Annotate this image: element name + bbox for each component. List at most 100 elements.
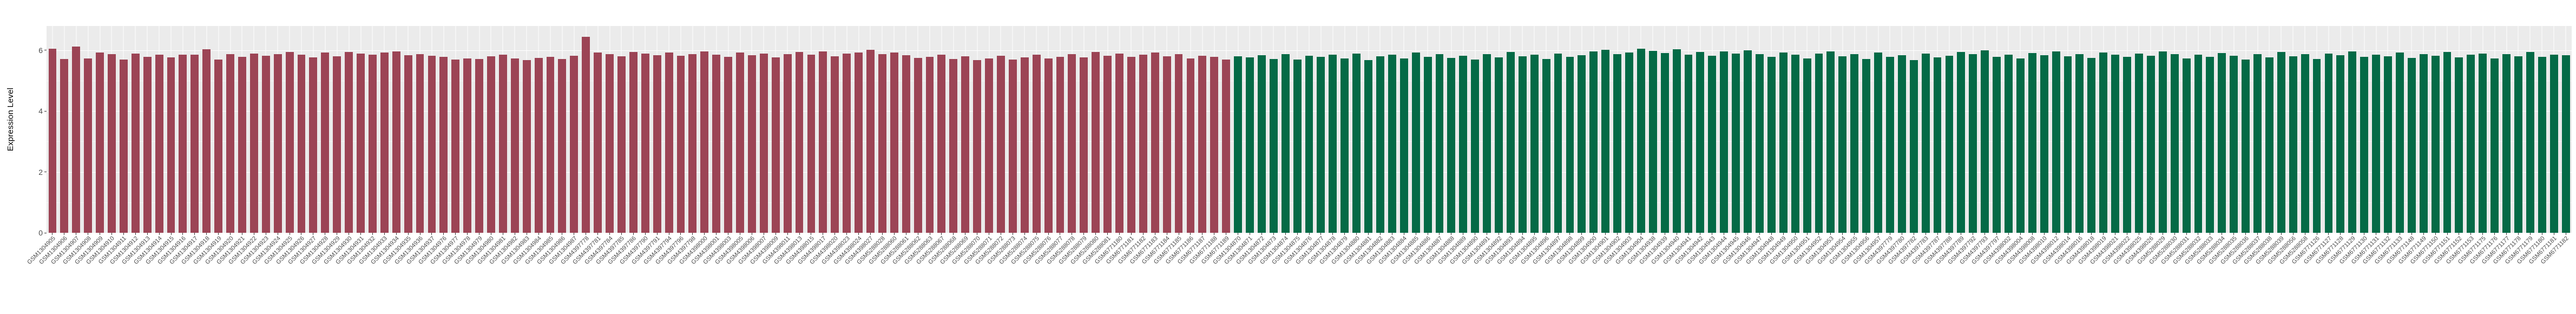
bar[interactable]	[1447, 58, 1456, 233]
bar[interactable]	[404, 55, 412, 233]
bar[interactable]	[1578, 55, 1586, 233]
bar[interactable]	[2016, 58, 2025, 233]
bar[interactable]	[1080, 57, 1088, 233]
bar[interactable]	[487, 56, 495, 233]
bar[interactable]	[380, 52, 389, 233]
bar[interactable]	[688, 54, 697, 233]
bar[interactable]	[1198, 55, 1207, 233]
bar[interactable]	[1826, 51, 1835, 233]
bar[interactable]	[1246, 57, 1254, 233]
bar[interactable]	[1613, 54, 1622, 233]
bar[interactable]	[629, 52, 638, 233]
bar[interactable]	[1838, 56, 1847, 233]
bar[interactable]	[1127, 57, 1135, 233]
bar[interactable]	[902, 55, 910, 233]
bar[interactable]	[1044, 58, 1053, 233]
bar[interactable]	[2182, 58, 2191, 233]
bar[interactable]	[143, 57, 152, 233]
bar[interactable]	[131, 54, 140, 233]
bar[interactable]	[345, 51, 353, 233]
bar[interactable]	[736, 53, 744, 233]
bar[interactable]	[795, 52, 804, 233]
bar[interactable]	[2230, 55, 2238, 233]
bar[interactable]	[510, 58, 519, 233]
bar[interactable]	[949, 58, 958, 233]
bar[interactable]	[807, 55, 816, 233]
bar[interactable]	[724, 56, 733, 233]
bar[interactable]	[2561, 55, 2570, 233]
bar[interactable]	[1850, 54, 1859, 233]
bar[interactable]	[2502, 54, 2511, 233]
bar[interactable]	[2170, 54, 2179, 233]
bar[interactable]	[606, 54, 614, 233]
bar[interactable]	[2277, 52, 2285, 233]
bar[interactable]	[321, 53, 330, 233]
bar[interactable]	[297, 54, 306, 233]
bar[interactable]	[439, 57, 448, 233]
bar[interactable]	[1589, 51, 1598, 233]
bar[interactable]	[1340, 58, 1349, 233]
bar[interactable]	[2005, 54, 2013, 233]
bar[interactable]	[2064, 56, 2072, 233]
bar[interactable]	[1459, 55, 1468, 233]
bar[interactable]	[1068, 54, 1076, 233]
bar[interactable]	[1862, 58, 1871, 233]
bar[interactable]	[2455, 57, 2463, 233]
bar[interactable]	[2395, 53, 2404, 233]
bar[interactable]	[534, 58, 543, 233]
bar[interactable]	[1506, 52, 1515, 233]
bar[interactable]	[179, 55, 187, 233]
bar[interactable]	[392, 51, 400, 233]
bar[interactable]	[498, 54, 507, 233]
bar[interactable]	[878, 54, 886, 233]
bar[interactable]	[84, 58, 93, 233]
bar[interactable]	[937, 54, 946, 233]
bar[interactable]	[1032, 55, 1041, 233]
bar[interactable]	[2324, 53, 2333, 233]
bar[interactable]	[1293, 59, 1302, 233]
bar[interactable]	[1139, 54, 1147, 233]
bar[interactable]	[2526, 51, 2534, 233]
bar[interactable]	[1305, 56, 1313, 233]
bar[interactable]	[1103, 56, 1112, 233]
bar[interactable]	[2312, 58, 2321, 233]
bar[interactable]	[2146, 56, 2155, 233]
bar[interactable]	[428, 56, 436, 233]
bar[interactable]	[1269, 58, 1278, 233]
bar[interactable]	[2443, 52, 2452, 233]
bar[interactable]	[855, 53, 863, 233]
bar[interactable]	[1957, 51, 1966, 233]
bar[interactable]	[1767, 56, 1776, 233]
bar[interactable]	[1945, 56, 1954, 233]
bar[interactable]	[1483, 54, 1491, 233]
bar[interactable]	[451, 59, 460, 233]
bar[interactable]	[2431, 56, 2440, 233]
bar[interactable]	[2384, 56, 2392, 233]
bar[interactable]	[368, 54, 377, 233]
bar[interactable]	[2336, 55, 2345, 233]
bar[interactable]	[1732, 53, 1740, 233]
bar[interactable]	[155, 54, 163, 233]
bar[interactable]	[309, 57, 318, 233]
bar[interactable]	[1411, 53, 1420, 233]
bar[interactable]	[190, 54, 199, 233]
bar[interactable]	[1115, 53, 1123, 233]
bar[interactable]	[653, 55, 661, 233]
bar[interactable]	[238, 56, 246, 233]
bar[interactable]	[416, 54, 424, 233]
bar[interactable]	[1151, 52, 1159, 233]
bar[interactable]	[641, 53, 649, 233]
bar[interactable]	[1909, 60, 1918, 233]
bar[interactable]	[1257, 55, 1266, 233]
bar[interactable]	[1388, 55, 1396, 233]
bar[interactable]	[1471, 59, 1480, 233]
bar[interactable]	[202, 49, 211, 233]
bar[interactable]	[1779, 52, 1788, 233]
bar[interactable]	[582, 36, 590, 233]
bar[interactable]	[1518, 56, 1527, 233]
bar[interactable]	[1222, 59, 1231, 233]
bar[interactable]	[1435, 54, 1444, 233]
bar[interactable]	[249, 53, 258, 233]
bar[interactable]	[546, 56, 555, 233]
bar[interactable]	[676, 56, 685, 233]
